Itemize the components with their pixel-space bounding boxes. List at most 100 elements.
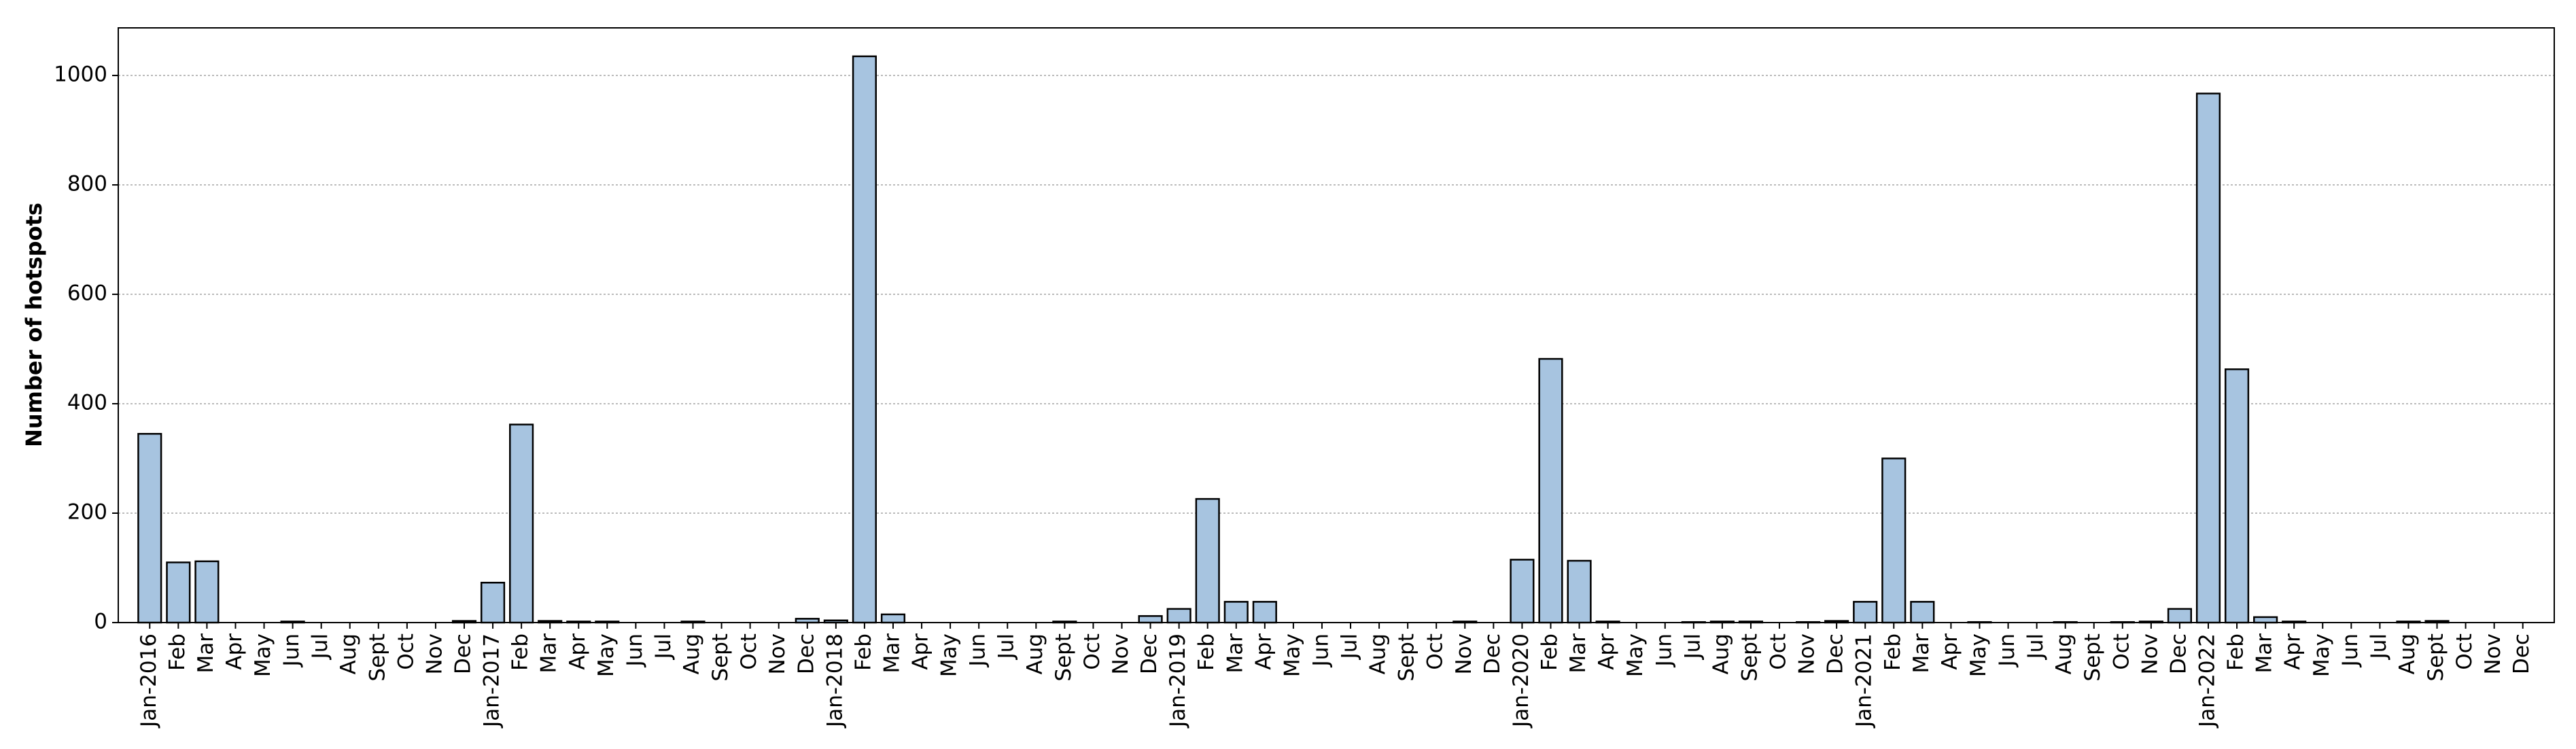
- bar: [1195, 498, 1220, 624]
- x-tick-label: Dec: [1480, 633, 1505, 674]
- x-tick-label: Sept: [365, 633, 389, 682]
- y-tick-label: 200: [67, 500, 107, 525]
- x-tick-label: Mar: [1566, 633, 1590, 674]
- bar: [166, 561, 191, 624]
- x-tick-label: Jul: [2367, 633, 2391, 660]
- x-tick-label: Sept: [708, 633, 733, 682]
- bar: [194, 560, 220, 624]
- x-tick-label: Jun: [279, 633, 304, 667]
- x-tick-label: Jan-2021: [1852, 633, 1877, 729]
- x-tick-label: Sept: [1737, 633, 1762, 682]
- x-tick-label: Jun: [2338, 633, 2363, 667]
- x-tick-label: Nov: [1795, 633, 1820, 675]
- x-tick-label: Jul: [1338, 633, 1362, 660]
- x-tick-label: Aug: [1366, 633, 1391, 675]
- x-tick-label: Oct: [1766, 633, 1791, 670]
- bar: [852, 55, 877, 624]
- bar: [1910, 601, 1935, 624]
- bar: [1567, 559, 1592, 624]
- bar: [880, 613, 906, 624]
- bar: [1138, 615, 1163, 624]
- x-tick-label: Aug: [1023, 633, 1047, 675]
- x-tick-label: Oct: [2452, 633, 2477, 670]
- bar: [480, 581, 506, 624]
- x-tick-label: Feb: [1881, 633, 1905, 671]
- x-tick-label: Apr: [1595, 633, 1619, 670]
- x-tick-label: Mar: [2252, 633, 2277, 674]
- x-tick-label: Jan-2016: [137, 633, 161, 729]
- x-tick-label: Mar: [194, 633, 218, 674]
- x-tick-label: Feb: [165, 633, 190, 671]
- x-tick-label: Oct: [1423, 633, 1448, 670]
- x-tick-label: Mar: [1909, 633, 1934, 674]
- x-tick-label: May: [2310, 633, 2334, 677]
- bar: [2253, 616, 2278, 624]
- x-tick-label: Jun: [1652, 633, 1676, 667]
- x-tick-label: Dec: [2509, 633, 2534, 674]
- x-tick-label: Apr: [1938, 633, 1962, 670]
- x-tick-label: Apr: [565, 633, 590, 670]
- x-tick-label: Mar: [1223, 633, 1247, 674]
- bar: [509, 423, 534, 624]
- bar: [1538, 358, 1563, 624]
- x-tick-label: Jul: [1680, 633, 1705, 660]
- x-tick-label: Sept: [1395, 633, 1419, 682]
- x-tick-label: Aug: [2395, 633, 2420, 675]
- bar: [1223, 601, 1249, 624]
- x-tick-label: May: [251, 633, 275, 677]
- x-tick-label: Aug: [1709, 633, 1733, 675]
- y-tick-label: 1000: [54, 63, 107, 87]
- x-tick-label: Feb: [1537, 633, 1562, 671]
- x-tick-label: Sept: [2081, 633, 2105, 682]
- bar: [2224, 368, 2250, 624]
- x-tick-label: Dec: [2166, 633, 2191, 674]
- x-tick-label: Dec: [1137, 633, 1162, 674]
- x-tick-label: Mar: [537, 633, 561, 674]
- x-tick-label: Feb: [2224, 633, 2248, 671]
- bar: [1166, 608, 1191, 624]
- bar: [1252, 601, 1277, 624]
- x-tick-label: May: [1280, 633, 1304, 677]
- x-tick-label: May: [937, 633, 962, 677]
- x-tick-label: Jul: [2023, 633, 2048, 660]
- plot-frame: [118, 27, 2555, 623]
- y-tick-label: 400: [67, 391, 107, 415]
- x-tick-label: Dec: [1824, 633, 1848, 674]
- bar: [2195, 92, 2221, 624]
- bar: [1881, 457, 1907, 624]
- bar: [1510, 559, 1535, 624]
- x-tick-label: Apr: [1251, 633, 1276, 670]
- y-axis-label: Number of hotspots: [21, 203, 47, 447]
- x-tick-label: Feb: [1194, 633, 1219, 671]
- x-tick-label: Jun: [966, 633, 990, 667]
- bar: [1853, 601, 1878, 624]
- bar: [137, 433, 162, 624]
- x-tick-label: Oct: [394, 633, 418, 670]
- y-tick-label: 0: [94, 610, 107, 634]
- x-tick-label: Mar: [880, 633, 904, 674]
- x-tick-label: Jan-2019: [1166, 633, 1190, 729]
- x-tick-label: Feb: [508, 633, 533, 671]
- x-tick-label: May: [1623, 633, 1648, 677]
- x-tick-label: Dec: [794, 633, 818, 674]
- x-tick-label: May: [1966, 633, 1991, 677]
- x-tick-label: Jan-2017: [480, 633, 504, 729]
- x-tick-label: Jul: [994, 633, 1019, 660]
- x-tick-label: Aug: [680, 633, 704, 675]
- x-tick-label: Apr: [222, 633, 247, 670]
- bar: [2167, 608, 2193, 624]
- y-tick-label: 800: [67, 172, 107, 196]
- y-tick-label: 600: [67, 281, 107, 306]
- x-tick-label: Nov: [422, 633, 447, 675]
- x-tick-label: Jun: [623, 633, 647, 667]
- x-tick-label: Dec: [451, 633, 475, 674]
- x-tick-label: Oct: [1080, 633, 1104, 670]
- x-tick-label: Jun: [1995, 633, 2019, 667]
- x-tick-label: Jul: [308, 633, 332, 660]
- x-tick-label: Apr: [909, 633, 933, 670]
- x-tick-label: May: [594, 633, 619, 677]
- x-tick-label: Apr: [2281, 633, 2305, 670]
- x-tick-label: Feb: [851, 633, 875, 671]
- x-tick-label: Sept: [1051, 633, 1076, 682]
